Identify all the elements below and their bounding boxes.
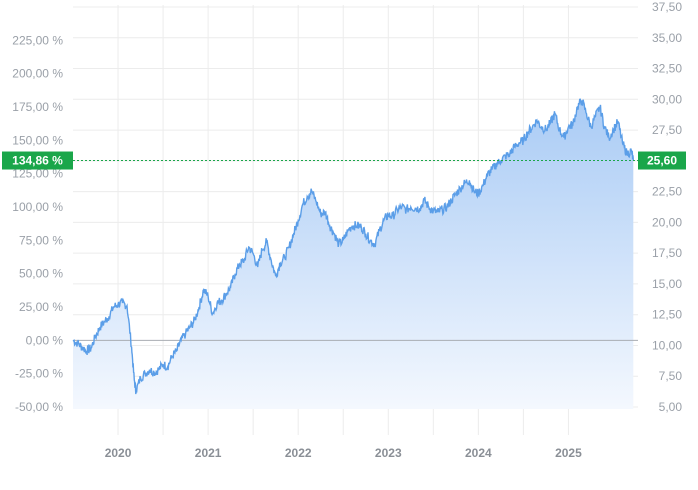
y-right-tick-label: 17,50 bbox=[652, 246, 682, 260]
series-area bbox=[73, 99, 634, 410]
x-tick-label: 2023 bbox=[375, 446, 402, 460]
y-left-tick-label: 125,00 % bbox=[12, 167, 63, 181]
y-left-tick-label: -25,00 % bbox=[15, 367, 63, 381]
y-right-tick-label: 32,50 bbox=[652, 62, 682, 76]
y-right-tick-label: 22,50 bbox=[652, 185, 682, 199]
current-right-badge-box bbox=[638, 151, 686, 170]
series-line bbox=[72, 98, 634, 395]
y-left-tick-label: -50,00 % bbox=[15, 400, 63, 414]
y-left-tick-label: 200,00 % bbox=[12, 67, 63, 81]
y-left-tick-label: 175,00 % bbox=[12, 100, 63, 114]
y-right-tick-label: 5,00 bbox=[659, 400, 683, 414]
y-axis-right: 5,007,5010,0012,5015,0017,5020,0022,5025… bbox=[652, 0, 682, 414]
current-left-label: 134,86 % bbox=[12, 154, 63, 168]
y-left-tick-label: 100,00 % bbox=[12, 200, 63, 214]
y-right-tick-label: 30,00 bbox=[652, 92, 682, 106]
y-right-tick-label: 15,00 bbox=[652, 277, 682, 291]
y-left-tick-label: 225,00 % bbox=[12, 33, 63, 47]
x-tick-label: 2020 bbox=[105, 446, 132, 460]
y-left-tick-label: 25,00 % bbox=[19, 300, 63, 314]
current-right-badge: 25,60 bbox=[638, 151, 686, 170]
y-right-tick-label: 12,50 bbox=[652, 308, 682, 322]
y-left-tick-label: 0,00 % bbox=[26, 333, 64, 347]
y-right-tick-label: 10,00 bbox=[652, 338, 682, 352]
x-tick-label: 2022 bbox=[285, 446, 312, 460]
y-left-tick-label: 75,00 % bbox=[19, 233, 63, 247]
y-axis-left: -50,00 % -25,00 % 0,00 % 25,00 % 50,00 % 75,0… bbox=[12, 33, 63, 414]
y-left-tick-label: 150,00 % bbox=[12, 133, 63, 147]
current-left-badge: 134,86 % bbox=[2, 151, 73, 170]
x-tick-label: 2025 bbox=[555, 446, 582, 460]
x-tick-label: 2024 bbox=[465, 446, 492, 460]
current-left-badge-box bbox=[2, 151, 73, 170]
y-right-tick-label: 35,00 bbox=[652, 31, 682, 45]
y-right-tick-label: 37,50 bbox=[652, 0, 682, 14]
y-left-tick-label: 50,00 % bbox=[19, 267, 63, 281]
x-axis: 2020 2021 2022 2023 2024 2025 bbox=[105, 446, 582, 460]
y-right-tick-label: 7,50 bbox=[659, 369, 683, 383]
x-tick-label: 2021 bbox=[195, 446, 222, 460]
y-right-tick-label: 20,00 bbox=[652, 215, 682, 229]
current-right-label: 25,60 bbox=[647, 154, 677, 168]
y-right-tick-label: 27,50 bbox=[652, 123, 682, 137]
